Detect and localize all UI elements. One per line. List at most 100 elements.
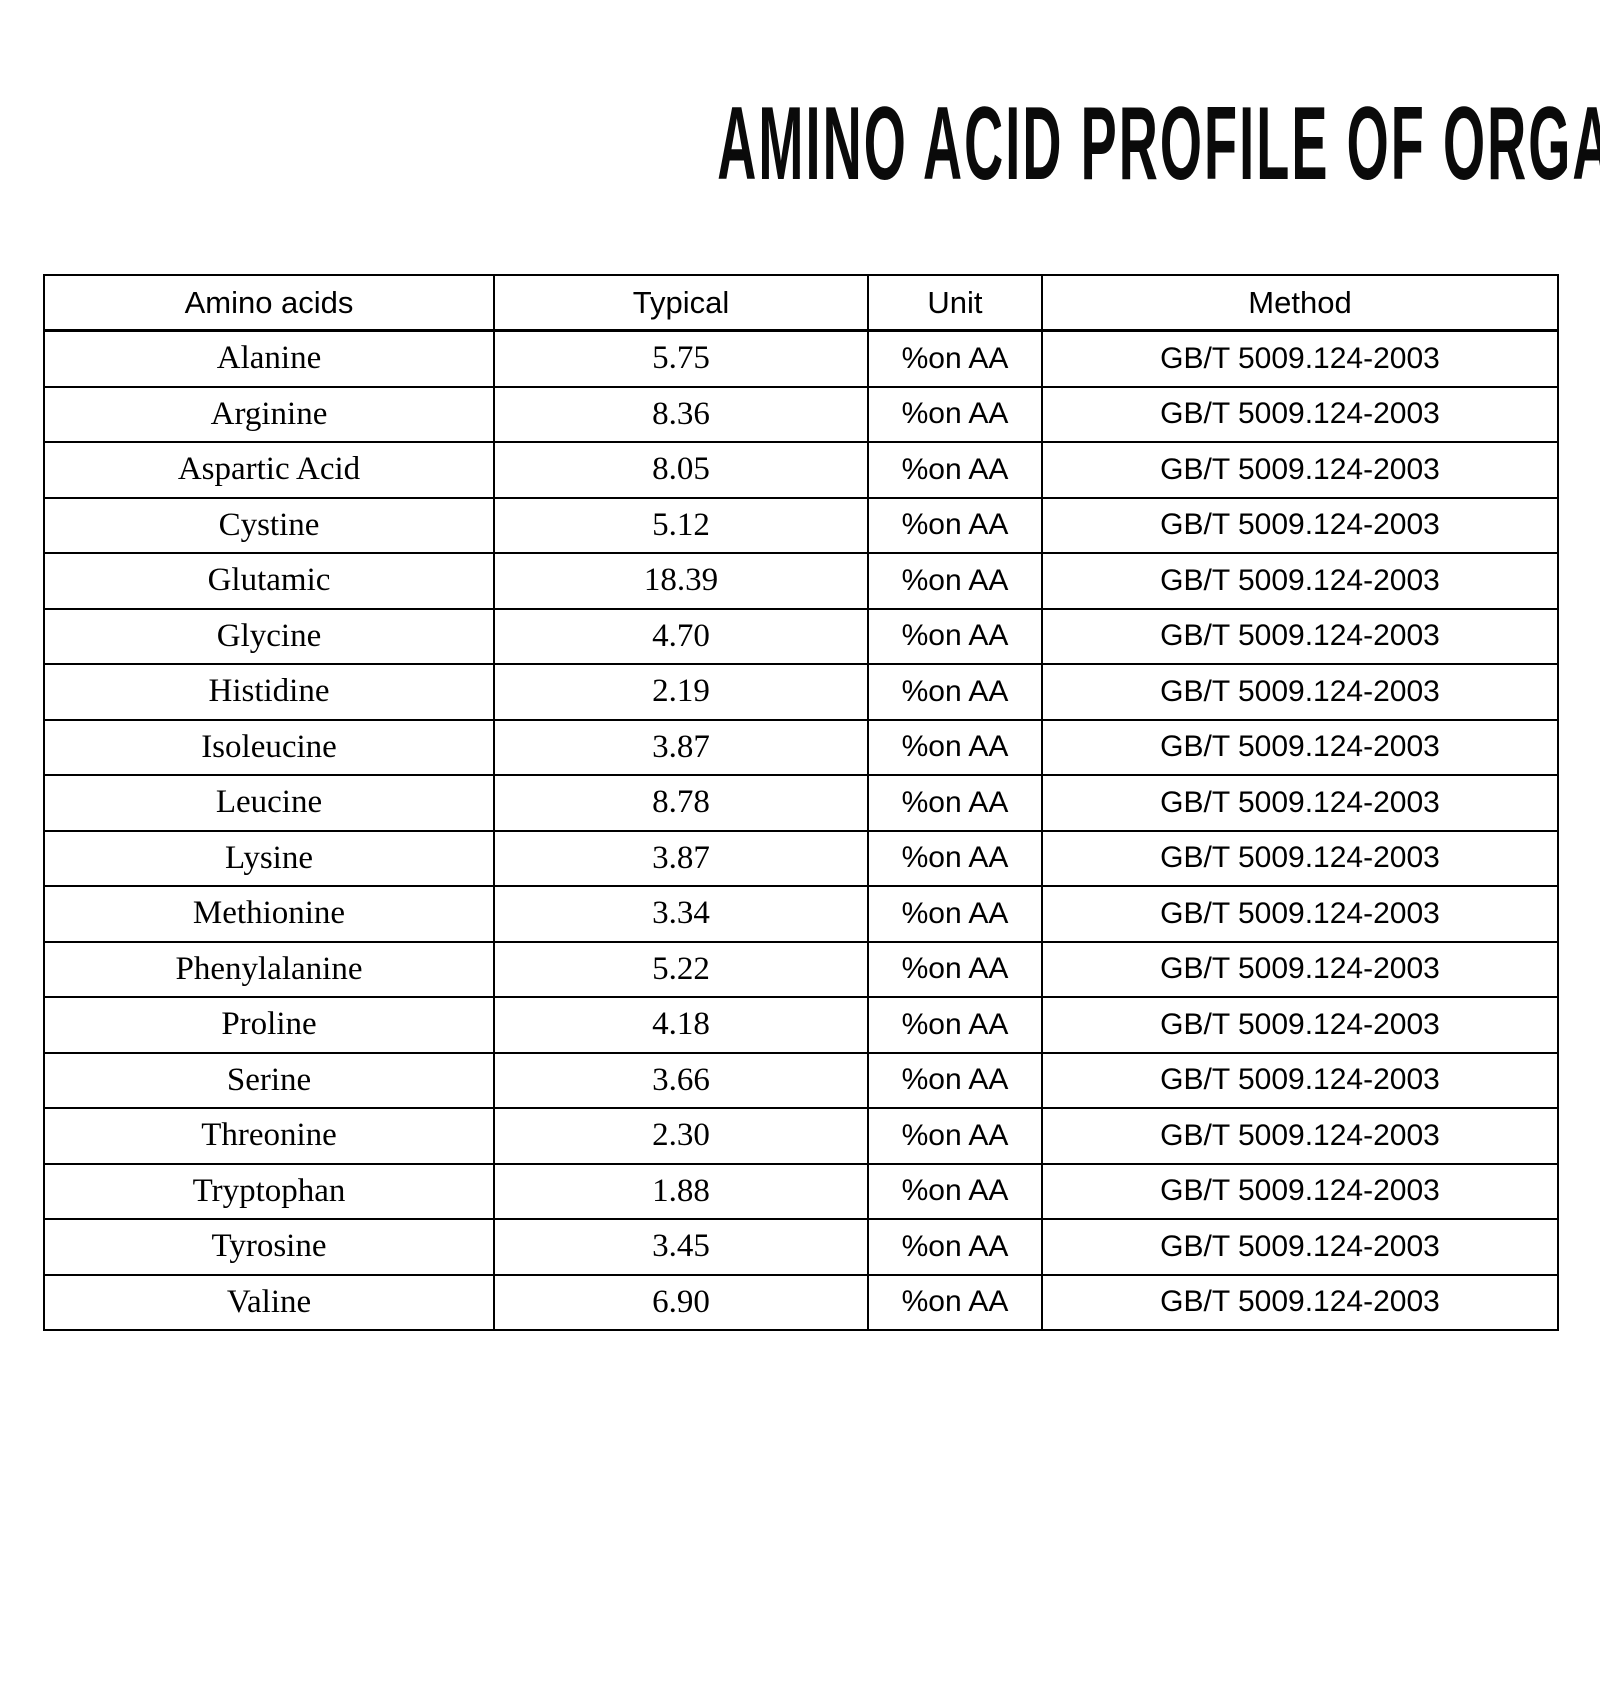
amino-acid-name-cell: Proline	[43, 996, 495, 1054]
amino-acid-table: Amino acids Typical Unit Method Alanine 5…	[43, 274, 1559, 1331]
unit-cell: %on AA	[867, 663, 1043, 721]
table-row: Threonine 2.30 %on AA GB/T 5009.124-2003	[43, 1107, 1559, 1165]
table-row: Tryptophan 1.88 %on AA GB/T 5009.124-2003	[43, 1162, 1559, 1220]
table-row: Glutamic 18.39 %on AA GB/T 5009.124-2003	[43, 552, 1559, 610]
page: { "page": { "background_color": "#ffffff…	[0, 92, 1600, 1692]
method-cell: GB/T 5009.124-2003	[1041, 385, 1559, 443]
amino-acid-name-cell: Glycine	[43, 607, 495, 665]
amino-acid-name-cell: Cystine	[43, 496, 495, 554]
typical-value-cell: 2.30	[493, 1107, 869, 1165]
method-cell: GB/T 5009.124-2003	[1041, 496, 1559, 554]
amino-acid-name-cell: Methionine	[43, 885, 495, 943]
typical-value-cell: 8.05	[493, 441, 869, 499]
unit-cell: %on AA	[867, 329, 1043, 388]
typical-value-cell: 4.70	[493, 607, 869, 665]
table-row: Aspartic Acid 8.05 %on AA GB/T 5009.124-200…	[43, 441, 1559, 499]
method-cell: GB/T 5009.124-2003	[1041, 552, 1559, 610]
unit-cell: %on AA	[867, 774, 1043, 832]
title-area: AMINO ACID PROFILE OF ORGANIC RICE PROTE…	[0, 92, 1600, 202]
typical-value-cell: 3.87	[493, 829, 869, 887]
amino-acid-name-cell: Phenylalanine	[43, 940, 495, 998]
header-row: Amino acids Typical Unit Method	[43, 274, 1559, 332]
typical-value-cell: 8.78	[493, 774, 869, 832]
unit-cell: %on AA	[867, 1051, 1043, 1109]
method-cell: GB/T 5009.124-2003	[1041, 1218, 1559, 1276]
typical-value-cell: 8.36	[493, 385, 869, 443]
amino-acid-name-cell: Valine	[43, 1273, 495, 1331]
table-row: Lysine 3.87 %on AA GB/T 5009.124-2003	[43, 829, 1559, 887]
unit-cell: %on AA	[867, 1162, 1043, 1220]
unit-cell: %on AA	[867, 996, 1043, 1054]
unit-cell: %on AA	[867, 829, 1043, 887]
method-cell: GB/T 5009.124-2003	[1041, 441, 1559, 499]
table-row: Arginine 8.36 %on AA GB/T 5009.124-2003	[43, 385, 1559, 443]
method-cell: GB/T 5009.124-2003	[1041, 1107, 1559, 1165]
method-cell: GB/T 5009.124-2003	[1041, 940, 1559, 998]
unit-cell: %on AA	[867, 1273, 1043, 1331]
typical-value-cell: 4.18	[493, 996, 869, 1054]
typical-value-cell: 5.12	[493, 496, 869, 554]
typical-value-cell: 6.90	[493, 1273, 869, 1331]
amino-acid-name-cell: Glutamic	[43, 552, 495, 610]
method-cell: GB/T 5009.124-2003	[1041, 718, 1559, 776]
table-row: Proline 4.18 %on AA GB/T 5009.124-2003	[43, 996, 1559, 1054]
unit-cell: %on AA	[867, 385, 1043, 443]
unit-cell: %on AA	[867, 940, 1043, 998]
unit-cell: %on AA	[867, 441, 1043, 499]
method-cell: GB/T 5009.124-2003	[1041, 329, 1559, 388]
amino-acid-name-cell: Isoleucine	[43, 718, 495, 776]
method-cell: GB/T 5009.124-2003	[1041, 1051, 1559, 1109]
table-row: Methionine 3.34 %on AA GB/T 5009.124-2003	[43, 885, 1559, 943]
amino-acid-name-cell: Tyrosine	[43, 1218, 495, 1276]
table-row: Valine 6.90 %on AA GB/T 5009.124-2003	[43, 1273, 1559, 1331]
table-row: Isoleucine 3.87 %on AA GB/T 5009.124-2003	[43, 718, 1559, 776]
typical-value-cell: 1.88	[493, 1162, 869, 1220]
column-header-method: Method	[1041, 274, 1559, 332]
typical-value-cell: 3.45	[493, 1218, 869, 1276]
amino-acid-name-cell: Histidine	[43, 663, 495, 721]
table-row: Glycine 4.70 %on AA GB/T 5009.124-2003	[43, 607, 1559, 665]
typical-value-cell: 5.75	[493, 329, 869, 388]
amino-acid-name-cell: Lysine	[43, 829, 495, 887]
amino-acid-name-cell: Arginine	[43, 385, 495, 443]
amino-acid-name-cell: Threonine	[43, 1107, 495, 1165]
table-row: Serine 3.66 %on AA GB/T 5009.124-2003	[43, 1051, 1559, 1109]
method-cell: GB/T 5009.124-2003	[1041, 829, 1559, 887]
column-header-typical: Typical	[493, 274, 869, 332]
amino-acid-name-cell: Tryptophan	[43, 1162, 495, 1220]
table-row: Leucine 8.78 %on AA GB/T 5009.124-2003	[43, 774, 1559, 832]
column-header-amino-acids: Amino acids	[43, 274, 495, 332]
unit-cell: %on AA	[867, 1107, 1043, 1165]
page-title: AMINO ACID PROFILE OF ORGANIC RICE PROTE…	[717, 86, 1600, 202]
method-cell: GB/T 5009.124-2003	[1041, 607, 1559, 665]
unit-cell: %on AA	[867, 496, 1043, 554]
amino-acid-name-cell: Aspartic Acid	[43, 441, 495, 499]
typical-value-cell: 3.87	[493, 718, 869, 776]
method-cell: GB/T 5009.124-2003	[1041, 885, 1559, 943]
typical-value-cell: 5.22	[493, 940, 869, 998]
table-row: Tyrosine 3.45 %on AA GB/T 5009.124-2003	[43, 1218, 1559, 1276]
typical-value-cell: 3.34	[493, 885, 869, 943]
column-header-unit: Unit	[867, 274, 1043, 332]
unit-cell: %on AA	[867, 1218, 1043, 1276]
table-row: Cystine 5.12 %on AA GB/T 5009.124-2003	[43, 496, 1559, 554]
method-cell: GB/T 5009.124-2003	[1041, 1162, 1559, 1220]
unit-cell: %on AA	[867, 607, 1043, 665]
table-row: Alanine 5.75 %on AA GB/T 5009.124-2003	[43, 329, 1559, 388]
typical-value-cell: 3.66	[493, 1051, 869, 1109]
table-row: Phenylalanine 5.22 %on AA GB/T 5009.124-200…	[43, 940, 1559, 998]
amino-acid-name-cell: Leucine	[43, 774, 495, 832]
method-cell: GB/T 5009.124-2003	[1041, 1273, 1559, 1331]
method-cell: GB/T 5009.124-2003	[1041, 774, 1559, 832]
amino-acid-name-cell: Serine	[43, 1051, 495, 1109]
table-header: Amino acids Typical Unit Method	[43, 274, 1559, 332]
unit-cell: %on AA	[867, 718, 1043, 776]
table-row: Histidine 2.19 %on AA GB/T 5009.124-2003	[43, 663, 1559, 721]
unit-cell: %on AA	[867, 552, 1043, 610]
typical-value-cell: 2.19	[493, 663, 869, 721]
amino-acid-name-cell: Alanine	[43, 329, 495, 388]
typical-value-cell: 18.39	[493, 552, 869, 610]
table-body: Alanine 5.75 %on AA GB/T 5009.124-2003 Argin…	[43, 329, 1559, 1331]
method-cell: GB/T 5009.124-2003	[1041, 663, 1559, 721]
unit-cell: %on AA	[867, 885, 1043, 943]
